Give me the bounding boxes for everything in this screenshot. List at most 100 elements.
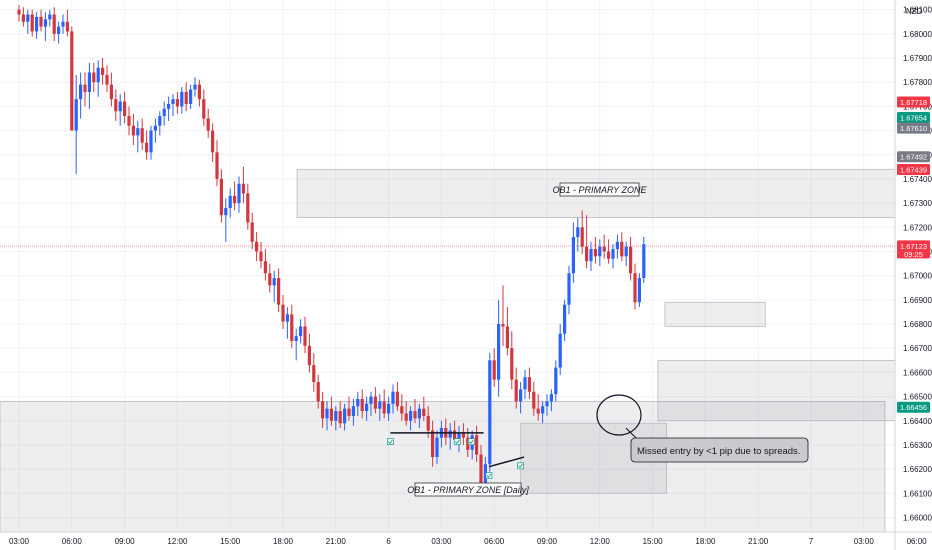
price-badge-label: 1.67718 <box>900 98 927 107</box>
candle <box>189 84 193 109</box>
price-tick-label: 1.66700 <box>903 344 932 353</box>
check-marker <box>387 438 394 446</box>
check-marker <box>467 438 475 446</box>
candle <box>413 399 417 424</box>
candle <box>233 181 237 211</box>
candle <box>505 307 509 356</box>
price-axis-bg <box>895 0 932 550</box>
price-tick-label: 1.67400 <box>903 175 932 184</box>
candle <box>127 106 131 136</box>
time-tick-label: 06:00 <box>907 537 928 546</box>
time-tick-label: 06:00 <box>62 537 83 546</box>
candle <box>79 72 83 119</box>
candle <box>633 263 637 310</box>
candle <box>92 62 96 92</box>
candle <box>215 140 219 187</box>
candle <box>475 425 479 462</box>
lows-trendline <box>488 456 525 468</box>
candle <box>202 89 206 126</box>
time-tick-label: 03:00 <box>431 537 452 546</box>
candle <box>167 96 171 121</box>
candle <box>351 399 355 426</box>
time-tick-label: 7 <box>809 537 814 546</box>
candle <box>598 239 602 266</box>
time-axis[interactable]: 03:00 06:00 09:00 12:00 15:00 18:00 21:00 6 03:0… <box>9 537 927 546</box>
price-tick-label: 1.68100 <box>903 6 932 15</box>
candle <box>123 91 127 124</box>
price-badge-6: 1.66456 <box>897 401 930 413</box>
price-tick-label: 1.67000 <box>903 272 932 281</box>
price-tick-label: 1.68000 <box>903 30 932 39</box>
candle <box>294 328 298 361</box>
candle <box>435 430 439 465</box>
candle <box>395 382 399 412</box>
time-tick-label: 09:00 <box>537 537 558 546</box>
candle <box>105 65 109 92</box>
candle <box>52 7 56 42</box>
candle <box>360 389 364 419</box>
price-tick-label: 1.66400 <box>903 417 932 426</box>
candle <box>620 232 624 262</box>
check-marker <box>453 438 461 446</box>
candle <box>285 307 289 339</box>
candle <box>409 406 413 431</box>
price-badge-label: 1.67654 <box>900 114 927 123</box>
candle <box>611 244 615 269</box>
candle <box>197 79 201 107</box>
candle <box>241 166 245 204</box>
price-badge-1: 1.67654 <box>897 112 930 124</box>
price-badge-label: 1.66456 <box>900 403 927 412</box>
candle <box>290 304 294 349</box>
candle <box>118 94 122 126</box>
candles-layer <box>17 4 646 496</box>
candle <box>237 176 241 213</box>
price-tick-label: 1.66600 <box>903 368 932 377</box>
candle <box>321 391 325 429</box>
candle <box>417 403 421 429</box>
time-tick-label: 15:00 <box>643 537 664 546</box>
missed-entry-circle <box>596 394 642 436</box>
candle <box>373 386 377 414</box>
price-tick-label: 1.67200 <box>903 223 932 232</box>
price-tick-label: 1.67800 <box>903 78 932 87</box>
time-tick-label: 12:00 <box>167 537 188 546</box>
candle <box>576 217 580 252</box>
candle <box>422 396 426 421</box>
candle <box>228 188 232 218</box>
candle <box>57 21 61 44</box>
candle <box>263 249 267 281</box>
candle <box>549 389 553 412</box>
candle <box>30 9 34 37</box>
candle <box>250 212 254 250</box>
candle <box>404 401 408 426</box>
candle <box>211 123 215 163</box>
candle <box>527 367 531 399</box>
candle <box>96 60 100 97</box>
candle <box>585 215 589 269</box>
zone-box-3 <box>664 301 766 327</box>
price-badge-0: 1.67718 <box>897 96 930 108</box>
price-tick-label: 1.66000 <box>903 513 932 522</box>
candle <box>87 62 91 109</box>
zone-label-primary-text: OB1 - PRIMARY ZONE <box>552 185 647 195</box>
candle <box>153 118 157 143</box>
annotation-callout: Missed entry by <1 pip due to spreads. <box>630 437 809 463</box>
candle <box>356 391 360 416</box>
candle <box>558 324 562 375</box>
candle <box>61 14 65 34</box>
candle <box>369 391 373 416</box>
price-tick-label: 1.66300 <box>903 441 932 450</box>
candle <box>268 263 272 293</box>
candle <box>607 239 611 264</box>
candle <box>145 130 149 160</box>
check-marker <box>517 462 524 470</box>
time-tick-label: 03:00 <box>854 537 875 546</box>
candle <box>70 26 74 131</box>
candle <box>563 299 567 341</box>
price-tick-label: 1.67300 <box>903 199 932 208</box>
candle <box>532 382 536 416</box>
candle <box>519 382 523 414</box>
candle <box>299 319 303 344</box>
